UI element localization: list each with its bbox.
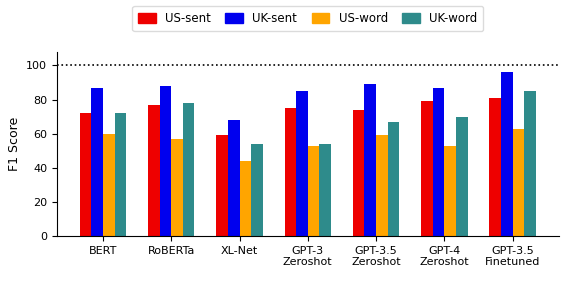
- Bar: [308, 146, 319, 236]
- Bar: [319, 144, 331, 236]
- Bar: [217, 135, 228, 236]
- Bar: [501, 72, 512, 236]
- Bar: [80, 113, 91, 236]
- Y-axis label: F1 Score: F1 Score: [8, 117, 21, 171]
- Bar: [284, 108, 296, 236]
- Bar: [490, 98, 501, 236]
- Bar: [524, 91, 536, 236]
- Bar: [251, 144, 263, 236]
- Bar: [376, 135, 388, 236]
- Bar: [183, 103, 194, 236]
- Bar: [388, 122, 399, 236]
- Bar: [239, 161, 251, 236]
- Bar: [148, 105, 160, 236]
- Bar: [445, 146, 456, 236]
- Bar: [160, 86, 171, 236]
- Bar: [353, 110, 364, 236]
- Legend: US-sent, UK-sent, US-word, UK-word: US-sent, UK-sent, US-word, UK-word: [132, 6, 483, 31]
- Bar: [456, 117, 467, 236]
- Bar: [296, 91, 308, 236]
- Bar: [421, 101, 433, 236]
- Bar: [364, 84, 376, 236]
- Bar: [103, 134, 115, 236]
- Bar: [512, 129, 524, 236]
- Bar: [115, 113, 126, 236]
- Bar: [228, 120, 239, 236]
- Bar: [433, 88, 445, 236]
- Bar: [91, 88, 103, 236]
- Bar: [171, 139, 183, 236]
